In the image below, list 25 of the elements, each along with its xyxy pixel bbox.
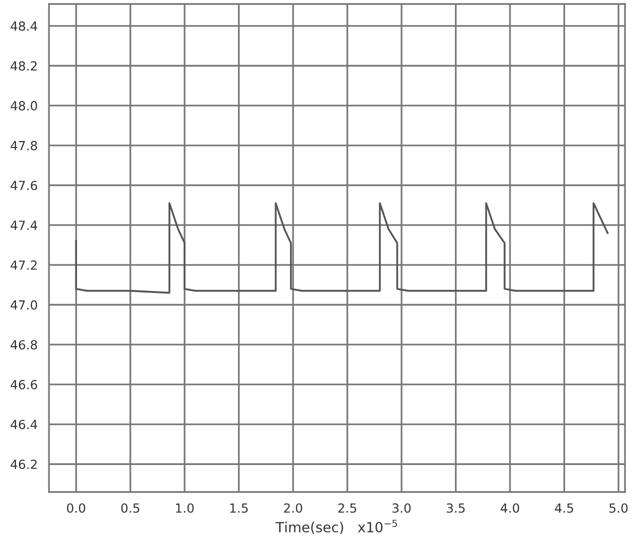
x-tick-label: 0.5: [121, 503, 140, 513]
x-tick-label: 1.0: [176, 503, 194, 513]
x-tick-label: 2.0: [284, 503, 302, 513]
x-tick-label: 3.0: [392, 503, 411, 513]
y-tick-label: 47.4: [10, 220, 38, 230]
x-tick-label: 2.5: [338, 503, 356, 513]
x-axis-title: Time(sec) x10$^{−5}$: [276, 520, 398, 534]
x-tick-label: 3.5: [446, 503, 465, 513]
line-series: [75, 202, 609, 294]
y-tick-label: 46.2: [10, 460, 37, 470]
x-tick-label: 1.5: [230, 503, 248, 513]
x-tick-label: 4.5: [554, 503, 574, 513]
y-tick-label: 48.4: [10, 21, 38, 31]
y-tick-label: 47.0: [10, 300, 38, 310]
y-tick-label: 46.6: [10, 380, 38, 390]
y-tick-label: 46.4: [10, 420, 38, 430]
y-tick-label: 47.6: [10, 180, 38, 190]
x-tick-label: 4.0: [500, 503, 520, 513]
y-tick-label: 48.2: [10, 61, 37, 71]
y-tick-label: 47.2: [10, 260, 37, 270]
y-tick-label: 47.8: [10, 140, 38, 150]
x-tick-label: 5.0: [610, 503, 628, 513]
y-tick-label: 46.8: [10, 340, 38, 350]
x-tick-label: 0.0: [67, 503, 86, 513]
y-tick-label: 48.0: [10, 101, 38, 111]
